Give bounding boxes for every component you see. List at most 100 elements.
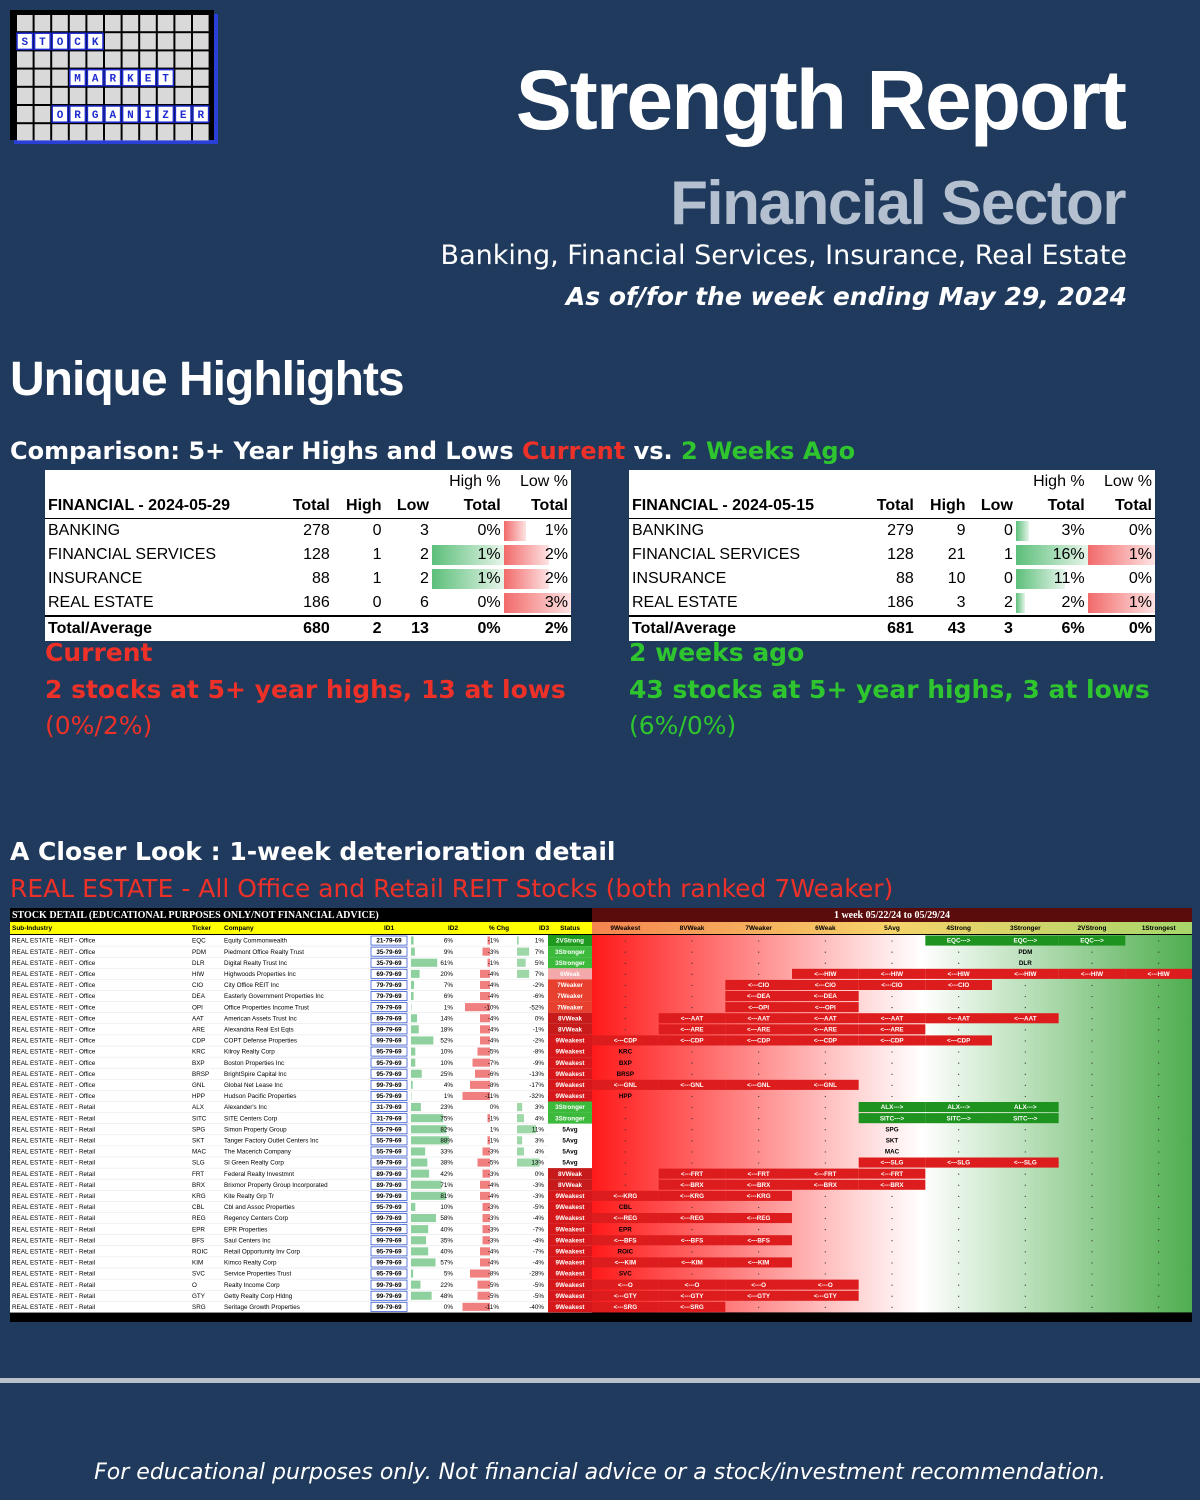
trail-label: <---GNL — [814, 1082, 837, 1089]
cell: 43 — [916, 615, 969, 641]
grid-dot — [1091, 1140, 1093, 1142]
trail-label: <---GTY — [681, 1293, 705, 1300]
trail-label: <---ARE — [880, 1027, 903, 1034]
cell-text: -8% — [488, 1082, 500, 1089]
grid-dot — [1158, 1084, 1160, 1086]
cell-text: ROIC — [192, 1249, 208, 1256]
logo-letter-box — [51, 32, 69, 51]
trail-label: <---FRT — [748, 1171, 770, 1178]
trail-cell — [792, 1179, 859, 1190]
trail-cell — [792, 968, 859, 979]
grid-dot — [1091, 1251, 1093, 1253]
status-cell — [548, 1090, 592, 1102]
grid-dot — [1158, 1040, 1160, 1042]
grid-dot — [1024, 1040, 1026, 1042]
grid-dot — [691, 1206, 693, 1209]
trail-label: CBL — [619, 1204, 632, 1211]
trail-cell — [725, 1168, 792, 1179]
cell-text: 9Weakest — [556, 1237, 586, 1244]
cell-text: 9Weakest — [556, 1093, 586, 1100]
status-cell — [548, 1268, 592, 1280]
status-cell — [548, 957, 592, 969]
cell: 2 — [1004, 594, 1013, 611]
cell-text: 95-79-69 — [376, 1249, 402, 1256]
grid-dot — [1024, 1195, 1026, 1197]
cell-text: BRSP — [192, 1071, 209, 1078]
grid-dot — [758, 1306, 760, 1308]
grid-dot — [1091, 1273, 1093, 1275]
grid-dot — [958, 1217, 960, 1220]
logo-cell — [105, 87, 121, 104]
cell-text: REAL ESTATE - REIT - Retail — [12, 1260, 95, 1267]
cell-text: Saul Centers Inc — [224, 1237, 271, 1244]
logo-cell — [140, 33, 156, 50]
grid-dot — [891, 951, 893, 953]
cell-text: 33% — [440, 1149, 453, 1156]
trail-cell — [992, 935, 1059, 946]
id1-box — [370, 980, 408, 990]
status-cell — [548, 1290, 592, 1302]
cell-text: 8VWeak — [558, 1182, 583, 1189]
id3-bar — [517, 936, 519, 945]
grid-dot — [891, 1217, 893, 1220]
cell-text: 18% — [440, 1027, 453, 1034]
cell-text: -4% — [488, 1249, 500, 1256]
id2-bar — [411, 1047, 416, 1056]
grid-dot — [824, 1062, 826, 1064]
cell-text: Kimco Realty Corp — [224, 1260, 277, 1267]
id2-bar — [411, 1191, 446, 1200]
header-row: FINANCIAL - 2024-05-29 Total High Low Total T… — [45, 494, 571, 519]
logo-cell — [34, 106, 51, 123]
grid-dot — [1091, 1007, 1093, 1009]
trail-cell — [725, 1235, 792, 1246]
trail-label: <---BFS — [681, 1237, 704, 1244]
grid-dot — [1091, 1095, 1093, 1098]
cell-text: 95-79-69 — [376, 1271, 402, 1278]
cell-text: 9Weakest — [556, 1204, 586, 1211]
cell: 1 — [372, 570, 382, 587]
cell-text: 35% — [440, 1237, 453, 1244]
data-row: FINANCIAL SERVICES 128 1 2 1% 2% — [45, 543, 571, 567]
grid-dot — [1091, 1184, 1093, 1186]
cell-text: 9Weakest — [556, 1226, 586, 1233]
header-bg — [10, 922, 592, 934]
cell-text: 2VStrong — [556, 938, 584, 945]
trail-cell — [725, 979, 792, 990]
chg-bar — [462, 1302, 490, 1311]
logo-cell — [52, 124, 68, 141]
cell-text: -13% — [529, 1071, 544, 1078]
cell-text: Seritage Growth Properties — [224, 1304, 300, 1311]
status-cell — [548, 1134, 592, 1146]
cell-text: CDP — [192, 1038, 205, 1045]
grid-dot — [891, 1084, 893, 1086]
column-header: 1Strongest — [1142, 925, 1177, 932]
cell — [917, 470, 969, 494]
logo-cell — [87, 15, 103, 32]
grid-dot — [891, 1251, 893, 1253]
grid-dot — [824, 1151, 826, 1153]
cell: 2% — [1015, 591, 1088, 616]
cell-text: -3% — [533, 1193, 545, 1200]
cell: 16% — [1015, 543, 1088, 567]
cell-text: 0% — [477, 522, 501, 539]
cell-text: -3% — [488, 1226, 500, 1233]
grid-dot — [1024, 1240, 1026, 1242]
data-bar — [1015, 569, 1066, 589]
cell-text: 25% — [440, 1071, 453, 1078]
grid-dot — [1024, 1140, 1026, 1142]
chg-bar — [482, 1169, 490, 1178]
trail-label: <---CIO — [748, 982, 769, 989]
status-cell — [548, 1023, 592, 1035]
grid-dot — [1158, 1007, 1160, 1009]
cell-text: American Assets Trust Inc — [224, 1015, 297, 1022]
grid-dot — [624, 984, 626, 987]
id1-box — [370, 1146, 408, 1157]
chg-bar — [472, 1058, 490, 1067]
trail-cell — [792, 1024, 859, 1035]
cell-text: SITE Centers Corp — [224, 1115, 278, 1122]
cell-text: CIO — [192, 982, 203, 989]
grid-dot — [1024, 1184, 1026, 1186]
cell-text: 1% — [444, 1004, 454, 1011]
grid-dot — [958, 995, 960, 998]
